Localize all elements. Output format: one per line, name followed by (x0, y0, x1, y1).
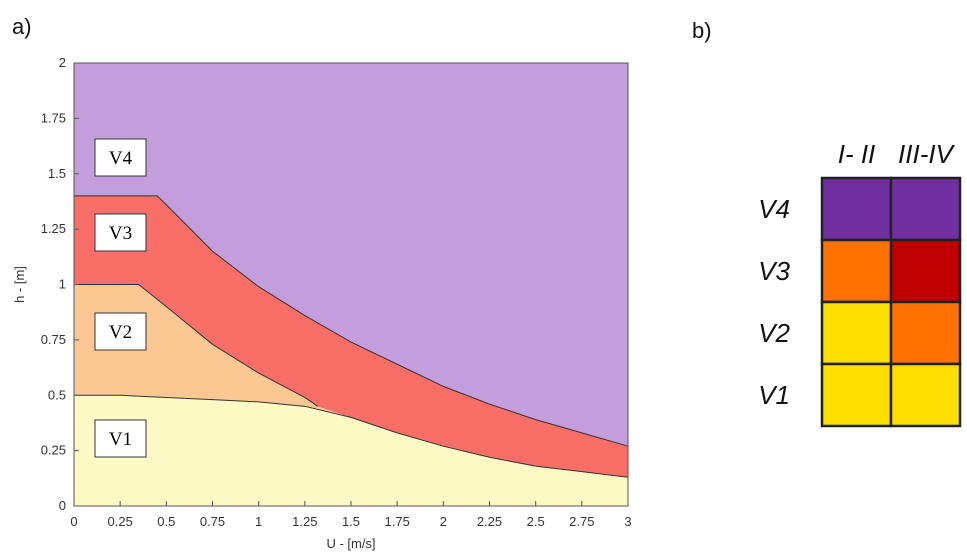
matrix-cell (820, 176, 893, 242)
y-tick-label: 1.5 (48, 166, 66, 181)
zone-label-box (94, 419, 147, 458)
matrix-column-header: I- II (838, 139, 876, 169)
zone-label-box (94, 312, 147, 351)
zone-label-box (94, 138, 147, 177)
zone-label-text: V1 (109, 429, 132, 450)
zone-label-text: V2 (109, 322, 132, 343)
x-tick-label: 0 (70, 514, 77, 529)
matrix-cell (889, 238, 962, 304)
x-tick-label: 1 (255, 514, 262, 529)
zone-label-v3: V3 (94, 213, 147, 252)
x-tick-label: 1.75 (385, 514, 410, 529)
y-axis-ticks: 0 0.25 0.5 0.75 1 1.25 1.5 1.75 2 (41, 55, 79, 513)
x-tick-label: 2.75 (569, 514, 594, 529)
matrix-cell (889, 176, 962, 242)
y-tick-label: 0 (59, 498, 66, 513)
x-tick-label: 2.5 (527, 514, 545, 529)
zone-label-v2: V2 (94, 312, 147, 351)
matrix-cell (889, 362, 962, 428)
y-tick-label: 0.75 (41, 332, 66, 347)
y-tick-label: 0.5 (48, 387, 66, 402)
hazard-chart: 0 0.25 0.5 0.75 1 1.25 1.5 1.75 2 2.25 2.5 2.75 3 00… (12, 55, 632, 551)
matrix-cell (820, 300, 893, 366)
zone-label-v1: V1 (94, 419, 147, 458)
panel-a-label: a) (12, 14, 32, 39)
vulnerability-matrix: I- II III-IV V4 V3 V2 V1 (758, 139, 962, 428)
matrix-row-label: V3 (758, 256, 790, 286)
x-tick-label: 1.25 (292, 514, 317, 529)
v1-boundary-line (74, 394, 629, 478)
y-axis-title: h - [m] (12, 266, 27, 303)
v3-boundary-line (74, 195, 629, 447)
zone-label-box (94, 213, 147, 252)
y-tick-label: 0.25 (41, 443, 66, 458)
x-axis-ticks: 0 0.25 0.5 0.75 1 1.25 1.5 1.75 2 2.25 2.5 2.75 3 (70, 501, 632, 529)
y-tick-label: 1.25 (41, 221, 66, 236)
y-tick-label: 1.75 (41, 110, 66, 125)
matrix-row-label: V2 (758, 318, 790, 348)
v2-boundary-line (74, 284, 319, 407)
x-tick-label: 2 (440, 514, 447, 529)
x-axis-title: U - [m/s] (326, 536, 375, 551)
matrix-row-label: V1 (758, 380, 790, 410)
matrix-cell (820, 238, 893, 304)
zone-areas (74, 63, 628, 506)
x-tick-label: 0.25 (108, 514, 133, 529)
matrix-cell (820, 362, 893, 428)
y-tick-label: 2 (59, 55, 66, 70)
matrix-row-label: V4 (758, 194, 790, 224)
x-tick-label: 3 (624, 514, 631, 529)
panel-b-label: b) (692, 18, 712, 43)
zone-label-v4: V4 (94, 138, 147, 177)
y-tick-label: 1 (59, 277, 66, 292)
x-tick-label: 0.75 (200, 514, 225, 529)
x-tick-label: 0.5 (157, 514, 175, 529)
zone-boundaries (74, 195, 629, 478)
matrix-column-header: III-IV (898, 139, 956, 169)
x-tick-label: 1.5 (342, 514, 360, 529)
zone-labels: V1 V2 V3 V4 (94, 138, 147, 458)
x-tick-label: 2.25 (477, 514, 502, 529)
zone-label-text: V3 (109, 223, 132, 244)
matrix-cell (889, 300, 962, 366)
zone-label-text: V4 (109, 148, 133, 169)
zone-v1-area (74, 395, 628, 506)
